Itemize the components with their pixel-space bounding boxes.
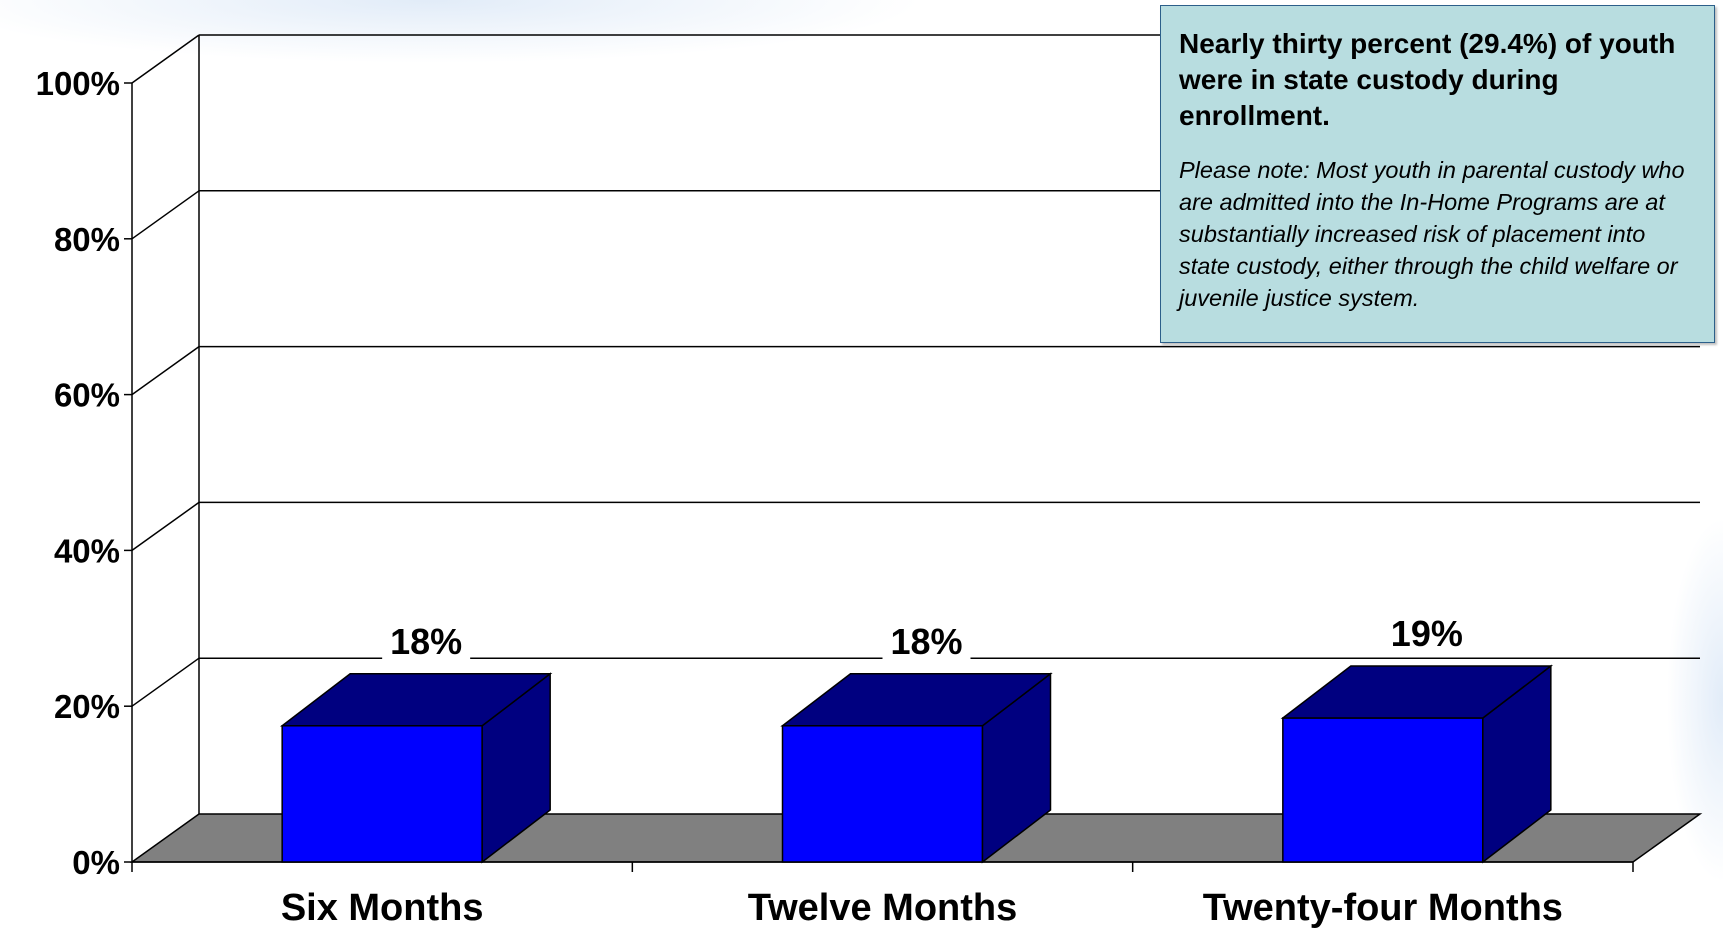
data-label-bg: [1382, 611, 1471, 654]
gridline-diagonal: [131, 345, 200, 396]
y-tick-label: 20%: [54, 688, 120, 725]
bar-front: [781, 725, 984, 863]
bar-front: [281, 725, 483, 863]
y-tick-label: 80%: [54, 221, 120, 258]
bar-top: [780, 673, 1053, 727]
y-tick-label: 0%: [72, 844, 120, 881]
annotation-callout: Nearly thirty percent (29.4%) of youth w…: [1160, 5, 1715, 343]
bar-top: [279, 673, 553, 727]
data-label: 19%: [1391, 613, 1463, 654]
callout-headline: Nearly thirty percent (29.4%) of youth w…: [1179, 28, 1676, 131]
chart-bars: [279, 664, 1554, 864]
bar-front: [1282, 717, 1484, 863]
data-label: 18%: [390, 621, 462, 662]
y-tick-label: 40%: [54, 532, 120, 569]
gridline-diagonal: [131, 34, 200, 84]
bar-top: [1280, 665, 1554, 719]
data-label-bg: [382, 619, 471, 662]
gridline-diagonal: [131, 501, 200, 552]
x-category-label: Twenty-four Months: [1203, 887, 1563, 929]
chart-labels: 0% 20% 40% 60% 80% 100% 18% Six Months 18% Twelve…: [36, 65, 1563, 929]
callout-note: Please note: Most youth in parental cust…: [1179, 157, 1685, 311]
data-label: 18%: [890, 621, 962, 662]
x-category-label: Six Months: [281, 887, 484, 929]
gridline-diagonal: [131, 657, 200, 707]
y-tick-label: 60%: [54, 377, 120, 414]
data-label-bg: [882, 619, 971, 662]
y-tick-label: 100%: [36, 65, 120, 102]
x-category-label: Twelve Months: [748, 887, 1018, 929]
gridline-diagonal: [131, 190, 200, 240]
